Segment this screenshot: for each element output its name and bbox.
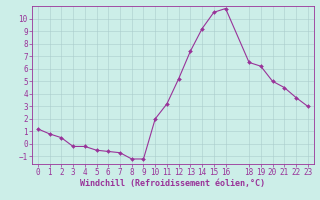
X-axis label: Windchill (Refroidissement éolien,°C): Windchill (Refroidissement éolien,°C) [80, 179, 265, 188]
